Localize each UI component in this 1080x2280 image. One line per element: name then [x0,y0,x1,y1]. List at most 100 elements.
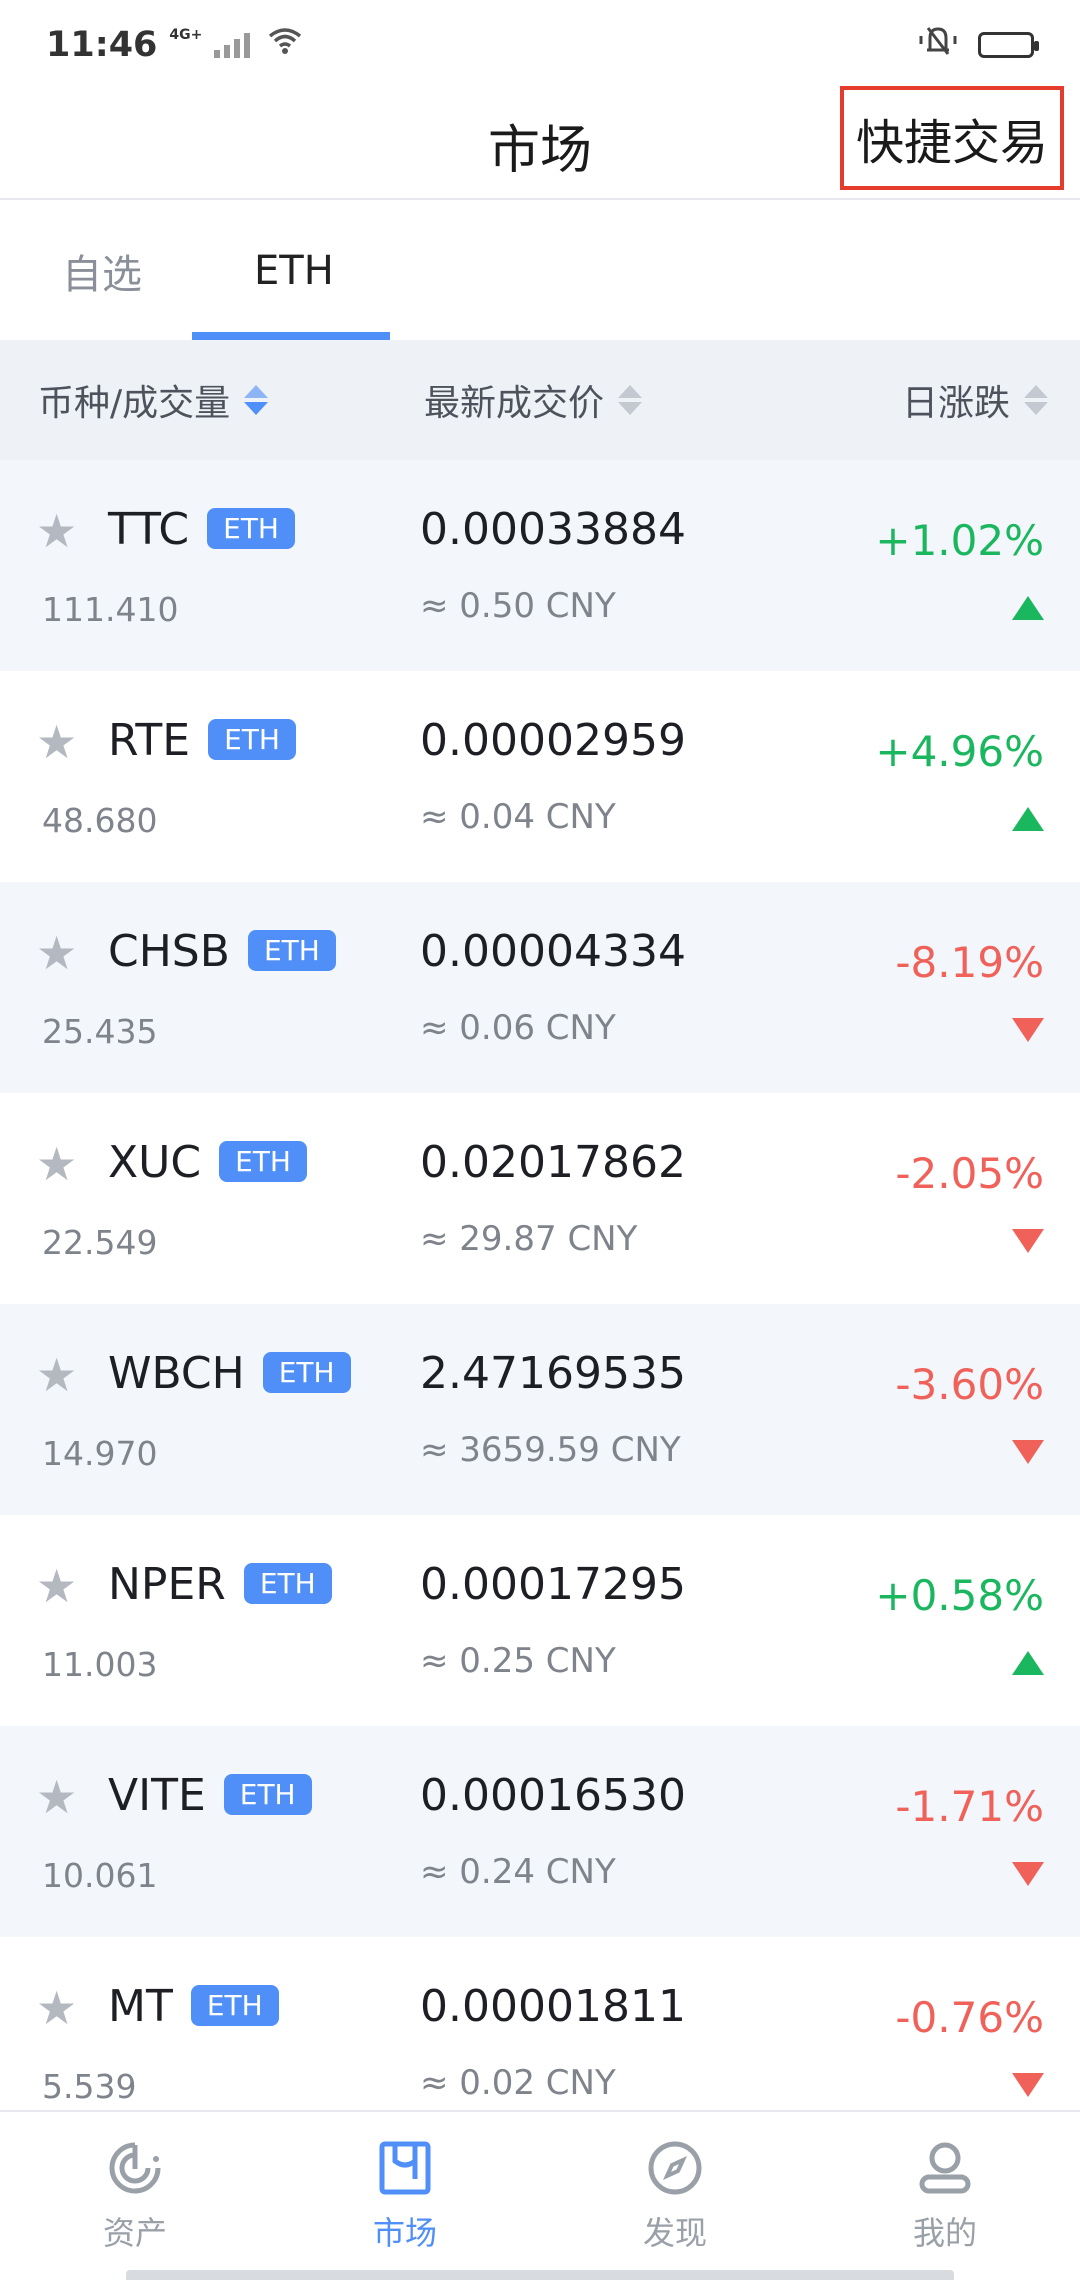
market-row[interactable]: ★ MT ETH 5.539 0.00001811 ≈ 0.02 CNY -0.7… [0,1937,1080,2148]
nav-assets-label: 资产 [102,2214,167,2252]
price-cny: ≈ 29.87 CNY [420,1219,638,1259]
latest-price: 0.00004334 [420,926,686,977]
quick-trade-button[interactable]: 快捷交易 [840,86,1064,190]
status-time: 11:46 [46,25,158,65]
pair-badge: ETH [190,1985,279,2026]
pair-badge: ETH [243,1563,332,1604]
sort-by-volume[interactable]: 币种/成交量 [38,374,269,426]
sort-arrows-icon [618,385,643,415]
pair-badge: ETH [247,930,336,971]
trend-down-icon [1012,1862,1044,1886]
status-left: 11:46 4G+ [46,25,302,65]
vibrate-bell-icon [918,24,958,67]
pair-badge: ETH [223,1774,312,1815]
price-cny: ≈ 0.24 CNY [420,1852,616,1892]
market-icon [375,2138,435,2198]
latest-price: 0.02017862 [420,1137,686,1188]
coin-symbol: CHSB ETH [108,926,336,977]
status-right [918,24,1039,67]
nav-profile-label: 我的 [912,2214,977,2252]
nav-assets[interactable]: 资产 [0,2112,270,2280]
nav-market[interactable]: 市场 [270,2112,540,2280]
favorite-star-icon[interactable]: ★ [36,926,78,980]
market-row[interactable]: ★ WBCH ETH 14.970 2.47169535 ≈ 3659.59 CN… [0,1304,1080,1515]
price-cny: ≈ 0.06 CNY [420,1008,616,1048]
latest-price: 0.00002959 [420,715,686,766]
sort-arrows-icon [1024,385,1048,415]
coin-symbol: XUC ETH [108,1137,307,1188]
tab-eth[interactable]: ETH [192,202,390,340]
market-row[interactable]: ★ CHSB ETH 25.435 0.00004334 ≈ 0.06 CNY -… [0,882,1080,1093]
trend-up-icon [1012,807,1044,831]
trend-up-icon [1012,1651,1044,1675]
market-row[interactable]: ★ VITE ETH 10.061 0.00016530 ≈ 0.24 CNY -… [0,1726,1080,1937]
market-row[interactable]: ★ RTE ETH 48.680 0.00002959 ≈ 0.04 CNY +4… [0,671,1080,882]
sort-arrows-icon [244,385,269,415]
favorite-star-icon[interactable]: ★ [36,715,78,769]
favorite-star-icon[interactable]: ★ [36,1137,78,1191]
coin-symbol: MT ETH [108,1981,279,2032]
active-tab-indicator [192,332,390,340]
coin-symbol: WBCH ETH [108,1348,351,1399]
wifi-icon [268,27,302,63]
column-latest-price: 最新成交价 [424,383,605,424]
daily-change: -8.19% [895,938,1044,987]
favorite-star-icon[interactable]: ★ [36,1770,78,1824]
nav-discover[interactable]: 发现 [540,2112,810,2280]
daily-change: -3.60% [895,1360,1044,1409]
column-daily-change: 日涨跌 [901,383,1010,424]
market-row[interactable]: ★ XUC ETH 22.549 0.02017862 ≈ 29.87 CNY -… [0,1093,1080,1304]
profile-icon [915,2138,975,2198]
price-cny: ≈ 0.02 CNY [420,2063,616,2103]
nav-discover-label: 发现 [642,2214,707,2252]
home-indicator [126,2270,954,2280]
daily-change: -1.71% [895,1782,1044,1831]
nav-market-label: 市场 [372,2214,437,2252]
pair-badge: ETH [219,1141,307,1182]
latest-price: 0.00016530 [420,1770,686,1821]
network-type: 4G+ [169,27,203,43]
table-header: 币种/成交量 最新成交价 日涨跌 [0,340,1080,460]
daily-change: -0.76% [895,1993,1044,2042]
daily-change: +0.58% [875,1571,1044,1620]
favorite-star-icon[interactable]: ★ [36,1981,78,2035]
price-cny: ≈ 0.50 CNY [420,586,616,626]
latest-price: 0.00017295 [420,1559,686,1610]
coin-volume: 10.061 [42,1856,158,1895]
tab-favorites[interactable]: 自选 [62,252,142,298]
bottom-nav: 资产 市场 发现 我的 [0,2110,1080,2280]
coin-symbol: RTE ETH [108,715,296,766]
sort-by-change[interactable]: 日涨跌 [902,374,1048,426]
discover-compass-icon [645,2138,705,2198]
pair-badge: ETH [262,1352,351,1393]
pair-badge: ETH [208,719,296,760]
trend-down-icon [1012,2073,1044,2097]
favorite-star-icon[interactable]: ★ [36,1559,78,1613]
latest-price: 0.00033884 [420,504,686,555]
tab-eth-label: ETH [254,248,334,294]
daily-change: +4.96% [875,727,1044,776]
coin-symbol: VITE ETH [108,1770,312,1821]
trend-down-icon [1012,1018,1044,1042]
coin-volume: 111.410 [42,590,179,629]
coin-volume: 25.435 [42,1012,158,1051]
favorite-star-icon[interactable]: ★ [36,504,78,558]
favorite-star-icon[interactable]: ★ [36,1348,78,1402]
coin-symbol: TTC ETH [108,504,295,555]
coin-volume: 5.539 [42,2067,137,2106]
sort-by-price[interactable]: 最新成交价 [424,374,643,426]
market-row[interactable]: ★ NPER ETH 11.003 0.00017295 ≈ 0.25 CNY +… [0,1515,1080,1726]
daily-change: +1.02% [875,516,1044,565]
coin-volume: 22.549 [42,1223,158,1262]
nav-profile[interactable]: 我的 [810,2112,1080,2280]
price-cny: ≈ 0.04 CNY [420,797,616,837]
status-bar: 11:46 4G+ [0,0,1080,90]
trend-down-icon [1012,1440,1044,1464]
page-title: 市场 [487,121,592,181]
market-list: ★ TTC ETH 111.410 0.00033884 ≈ 0.50 CNY +… [0,460,1080,2148]
price-cny: ≈ 3659.59 CNY [420,1430,681,1470]
coin-volume: 48.680 [42,801,158,840]
market-row[interactable]: ★ TTC ETH 111.410 0.00033884 ≈ 0.50 CNY +… [0,460,1080,671]
price-cny: ≈ 0.25 CNY [420,1641,616,1681]
trend-down-icon [1012,1229,1044,1253]
